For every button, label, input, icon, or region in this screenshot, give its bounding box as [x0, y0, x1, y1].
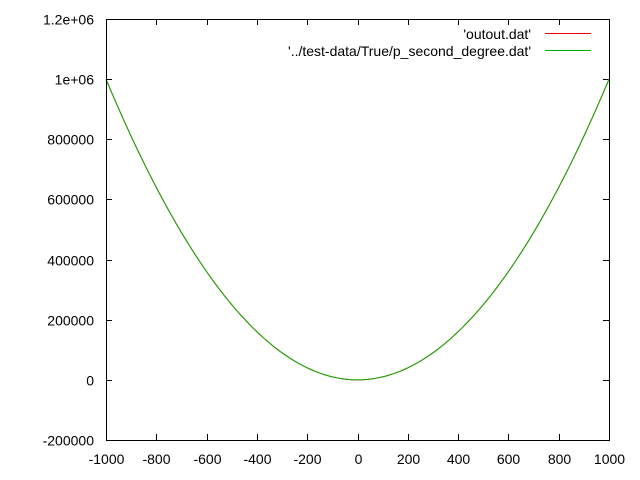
plot-frame: [106, 19, 610, 441]
tick-labels: -1000 -800 -600 -400 -200 0 200 400 600 800 1000 -2…: [43, 12, 626, 468]
y-tick-label: 400000: [47, 253, 94, 269]
x-tick-label: 600: [497, 451, 521, 467]
y-tick-label: 600000: [47, 192, 94, 208]
series-line-1: [105, 78, 610, 381]
legend: 'outout.dat''../test-data/True/p_second_…: [288, 26, 591, 59]
x-tick-label: 800: [548, 451, 572, 467]
legend-label-2: '../test-data/True/p_second_degree.dat': [288, 43, 531, 59]
series-line-2: [105, 78, 610, 381]
y-tick-label: 1.2e+06: [43, 12, 94, 28]
y-tick-label: 1e+06: [55, 72, 95, 88]
x-tick-label: -200: [293, 451, 321, 467]
x-tick-label: -800: [142, 451, 170, 467]
x-tick-label: 1000: [594, 451, 625, 467]
x-tick-label: -600: [193, 451, 221, 467]
x-tick-label: 400: [447, 451, 471, 467]
legend-label-1: 'outout.dat': [463, 26, 531, 42]
x-tick-label: -1000: [89, 451, 125, 467]
y-tick-label: 0: [86, 373, 94, 389]
x-tick-label: 0: [355, 451, 363, 467]
y-tick-label: -200000: [43, 433, 95, 449]
x-tick-label: -400: [243, 451, 271, 467]
y-tick-label: 800000: [47, 132, 94, 148]
x-tick-label: 200: [397, 451, 421, 467]
tick-marks: [106, 19, 610, 441]
series-layer: [105, 78, 610, 381]
y-tick-label: 200000: [47, 313, 94, 329]
